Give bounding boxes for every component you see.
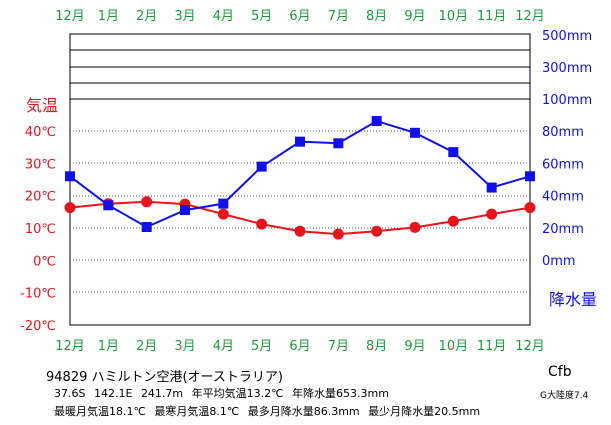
month-label: 4月 — [213, 339, 234, 354]
month-label: 9月 — [404, 9, 425, 24]
temperature-axis-ticks: -20℃ -10℃ 0℃ 10℃ 20℃ 30℃ 40℃ — [20, 125, 56, 334]
precipitation-point — [218, 198, 229, 209]
month-label: 2月 — [136, 339, 157, 354]
precipitation-tick-label: 500mm — [542, 29, 592, 44]
month-label: 7月 — [328, 9, 349, 24]
month-label: 11月 — [477, 9, 507, 24]
temperature-point — [256, 218, 268, 230]
month-label: 11月 — [477, 339, 507, 354]
temperature-point — [141, 196, 153, 208]
temperature-series — [64, 196, 536, 240]
plot-frame — [69, 33, 531, 326]
precipitation-tick-label: 0mm — [542, 254, 576, 269]
top-month-labels: 12月 1月 2月 3月 4月 5月 6月 7月 8月 9月 10月 11月 12月 — [55, 9, 545, 24]
series-layer — [64, 116, 536, 240]
precipitation-axis-ticks: 0mm 20mm 40mm 60mm 80mm 100mm 300mm 500mm — [542, 29, 592, 269]
precipitation-point — [256, 161, 267, 172]
month-label: 12月 — [515, 9, 545, 24]
month-label: 8月 — [366, 9, 387, 24]
temperature-point — [409, 221, 421, 233]
precipitation-tick-label: 20mm — [542, 222, 584, 237]
temperature-tick-label: -10℃ — [20, 287, 56, 302]
precipitation-point — [486, 182, 497, 193]
precipitation-tick-label: 80mm — [542, 125, 584, 140]
temperature-point — [294, 225, 306, 237]
month-label: 12月 — [55, 9, 85, 24]
month-label: 8月 — [366, 339, 387, 354]
temperature-point — [217, 208, 229, 220]
precipitation-point — [333, 138, 344, 149]
precipitation-tick-label: 40mm — [542, 190, 584, 205]
month-label: 12月 — [55, 339, 85, 354]
precipitation-point — [65, 171, 75, 182]
month-label: 4月 — [213, 9, 234, 24]
temperature-tick-label: -20℃ — [20, 319, 56, 334]
bottom-month-labels: 12月 1月 2月 3月 4月 5月 6月 7月 8月 9月 10月 11月 12月 — [55, 339, 545, 354]
temperature-axis-label: 気温 — [26, 96, 58, 115]
temperature-point — [64, 202, 76, 214]
temperature-tick-label: 30℃ — [25, 157, 56, 172]
temperature-point — [486, 208, 498, 220]
precipitation-point — [371, 116, 382, 127]
month-label: 7月 — [328, 339, 349, 354]
chart-grid — [69, 33, 531, 326]
precipitation-series — [65, 116, 535, 232]
precipitation-point — [103, 200, 114, 211]
precipitation-point — [448, 147, 459, 158]
precipitation-point — [295, 136, 305, 147]
precipitation-axis-label: 降水量 — [549, 290, 597, 309]
month-label: 3月 — [174, 339, 195, 354]
month-label: 5月 — [251, 9, 272, 24]
month-label: 10月 — [439, 339, 469, 354]
month-label: 6月 — [289, 339, 310, 354]
temperature-tick-label: 10℃ — [25, 222, 56, 237]
month-label: 1月 — [98, 9, 119, 24]
precipitation-point — [141, 221, 152, 232]
temperature-point — [332, 228, 344, 240]
temperature-tick-label: 0℃ — [33, 254, 56, 269]
precipitation-point — [525, 171, 535, 182]
precipitation-tick-label: 60mm — [542, 157, 584, 172]
month-label: 10月 — [439, 9, 469, 24]
month-label: 3月 — [174, 9, 195, 24]
precipitation-tick-label: 300mm — [542, 61, 592, 76]
precipitation-point — [410, 127, 420, 138]
temperature-point — [524, 202, 536, 214]
month-label: 6月 — [289, 9, 310, 24]
month-label: 2月 — [136, 9, 157, 24]
month-label: 9月 — [404, 339, 425, 354]
temperature-tick-label: 40℃ — [25, 125, 56, 140]
precipitation-point — [180, 205, 190, 216]
temperature-tick-label: 20℃ — [25, 190, 56, 205]
temperature-point — [371, 225, 383, 237]
month-label: 12月 — [515, 339, 545, 354]
month-label: 1月 — [98, 339, 119, 354]
precipitation-tick-label: 100mm — [542, 93, 592, 108]
temperature-point — [447, 215, 459, 227]
month-label: 5月 — [251, 339, 272, 354]
